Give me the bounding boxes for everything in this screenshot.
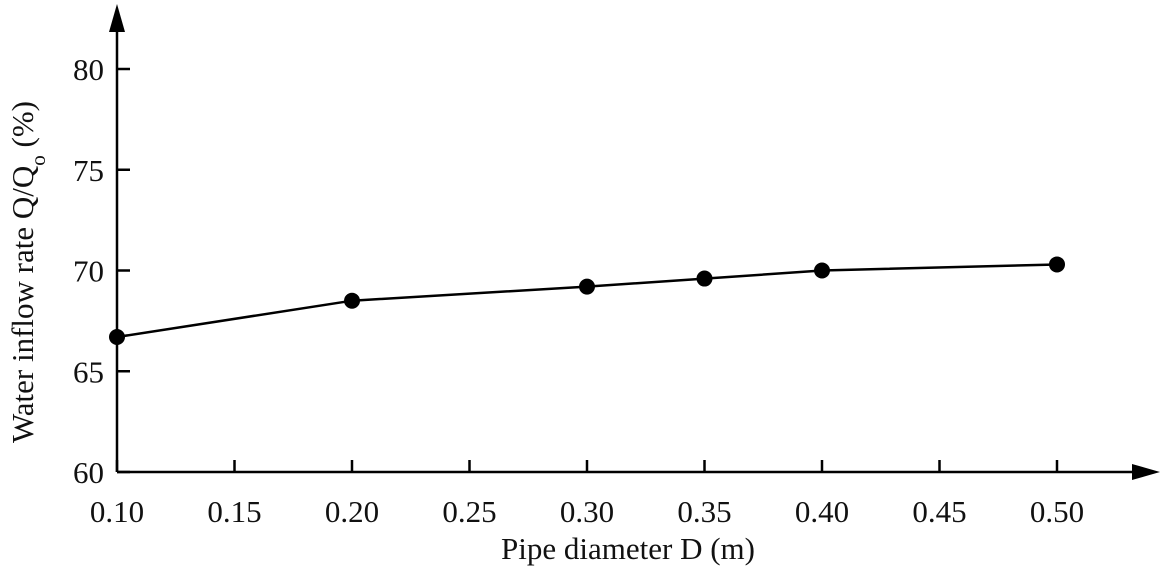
data-point xyxy=(814,262,830,279)
x-axis-title: Pipe diameter D (m) xyxy=(501,531,755,566)
y-axis-title-main: Water inflow rate Q/Q xyxy=(5,166,40,443)
y-axis-title-unit: (%) xyxy=(5,101,40,155)
x-tick-label: 0.10 xyxy=(90,494,144,529)
y-axis-arrow xyxy=(109,4,125,32)
x-tick-label: 0.20 xyxy=(325,494,379,529)
series-line xyxy=(116,263,1058,339)
x-tick-label: 0.35 xyxy=(677,494,731,529)
x-tick-label: 0.50 xyxy=(1030,494,1084,529)
y-tick-label: 70 xyxy=(73,254,104,289)
x-tick-label: 0.15 xyxy=(207,494,261,529)
x-tick-label: 0.25 xyxy=(442,494,496,529)
data-point xyxy=(1049,256,1065,273)
data-point xyxy=(579,278,595,295)
x-tick-label: 0.40 xyxy=(795,494,849,529)
y-axis-title: Water inflow rate Q/Qo (%) xyxy=(5,101,50,443)
x-tick-label: 0.30 xyxy=(560,494,614,529)
y-tick-label: 65 xyxy=(73,354,104,389)
y-tick-label: 80 xyxy=(73,52,104,87)
x-axis-arrow xyxy=(1132,464,1160,480)
y-axis-title-subscript: o xyxy=(26,155,50,166)
y-tick-label: 60 xyxy=(73,455,104,490)
x-tick-label: 0.45 xyxy=(912,494,966,529)
data-point xyxy=(344,292,360,309)
y-ticks: 60 65 70 75 80 xyxy=(73,52,130,490)
series-layer xyxy=(109,256,1065,345)
x-ticks: 0.10 0.15 0.20 0.25 0.30 0.35 0.40 0.45 0.50 xyxy=(90,460,1084,529)
y-tick-label: 75 xyxy=(73,153,104,188)
data-point xyxy=(109,328,125,345)
data-point xyxy=(696,270,713,287)
